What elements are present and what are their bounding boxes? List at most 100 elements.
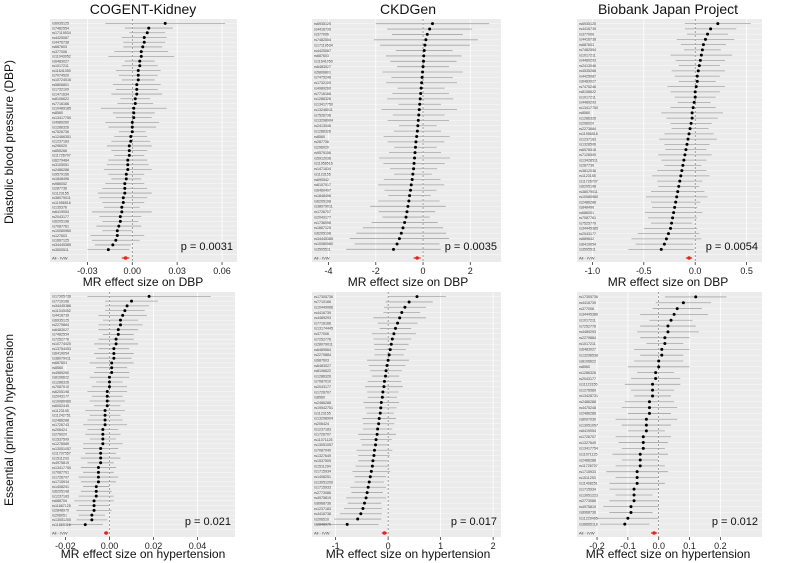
snp-estimate-point (118, 215, 122, 219)
snp-estimate-point (684, 148, 688, 152)
snp-label: rs1726707 (52, 475, 69, 479)
snp-estimate-point (410, 177, 414, 181)
snp-label: rs34445386 (52, 304, 71, 308)
snp-label: rs6483027 (52, 328, 69, 332)
panel-background (312, 19, 501, 262)
snp-estimate-point (644, 423, 648, 427)
snp-estimate-point (676, 190, 680, 194)
panel-background (577, 19, 762, 262)
snp-estimate-point (401, 226, 405, 230)
snp-estimate-point (99, 451, 103, 455)
snp-label: rs8560 (579, 111, 590, 115)
snp-label: rs4425087 (579, 74, 596, 78)
snp-label: rs7482554 (52, 26, 69, 30)
snp-estimate-point (130, 120, 134, 124)
snp-estimate-point (641, 446, 645, 450)
snp-label: rs4489293 (579, 330, 596, 334)
snp-estimate-point (386, 358, 390, 362)
snp-estimate-point (384, 374, 387, 378)
snp-estimate-point (116, 328, 120, 332)
snp-label: rs377006 (52, 50, 67, 54)
snp-label: rs4489293 (579, 59, 596, 63)
snp-estimate-point (359, 512, 363, 516)
snp-estimate-point (647, 400, 651, 404)
snp-label: rs12466351 (52, 135, 71, 139)
snp-estimate-point (99, 456, 103, 460)
snp-estimate-point (114, 342, 118, 346)
snp-label: rs13417754 (579, 447, 598, 451)
snp-label: rs10080960 (52, 399, 71, 403)
snp-estimate-point (136, 69, 140, 72)
snp-label: rs7087010 (52, 385, 69, 389)
p-value-annotation: p = 0.021 (185, 516, 231, 528)
snp-estimate-point (121, 196, 125, 200)
snp-label: rs690542 (314, 178, 329, 182)
snp-label: rs2279884 (314, 353, 331, 357)
snp-label: rs4416739 (579, 301, 596, 305)
snp-label: rs3505511 (579, 248, 596, 252)
ivw-estimate-point (415, 256, 419, 260)
snp-label: rs2486288 (52, 168, 69, 172)
snp-estimate-point (377, 416, 381, 420)
snp-label: rs5912036 (314, 156, 331, 160)
snp-label: rs34445386 (579, 313, 598, 317)
snp-estimate-point (112, 351, 116, 355)
snp-estimate-point (390, 337, 394, 341)
snp-estimate-point (669, 318, 673, 322)
snp-label: rs11726707 (579, 179, 598, 183)
snp-label: rs287736 (579, 164, 594, 168)
snp-estimate-point (699, 53, 703, 57)
snp-label: rs1123155 (52, 409, 69, 413)
snp-label: rs11869316 (52, 523, 71, 527)
snp-label: rs7126509 (579, 153, 596, 157)
snp-estimate-point (356, 517, 360, 521)
ivw-label: All - IVW (579, 530, 595, 535)
snp-estimate-point (396, 321, 400, 325)
snp-label: rs6205198 (52, 220, 69, 224)
forest-panel-4: rs17305736rs7710166rs34445386rs11043052r… (50, 292, 235, 551)
snp-estimate-point (118, 323, 122, 327)
snp-estimate-point (409, 188, 413, 192)
snp-estimate-point (424, 38, 428, 42)
snp-estimate-point (415, 129, 419, 133)
snp-label: rs2773086 (579, 499, 596, 503)
snp-label: rs13298904 (314, 119, 333, 123)
snp-label: rs1471634 (52, 92, 69, 96)
snp-estimate-point (397, 237, 401, 241)
snp-label: rs4416739 (52, 314, 69, 318)
snp-label: rs6205198 (52, 390, 69, 394)
snp-label: rs4416739 (314, 311, 331, 315)
forest-panel-6: rs17305736 rs4416739 rs377006 rs34445386 rs1… (577, 292, 762, 551)
snp-estimate-point (666, 330, 670, 334)
snp-estimate-point (662, 242, 666, 246)
snp-label: rs2043177 (314, 215, 331, 219)
snp-estimate-point (135, 87, 139, 91)
snp-estimate-point (121, 201, 125, 204)
snp-label: rs11956516 (52, 201, 71, 205)
snp-label: rs7482554 (314, 38, 331, 42)
snp-label: rs6935125 (52, 318, 69, 322)
snp-label: rs686001 (579, 211, 594, 215)
snp-estimate-point (123, 186, 127, 190)
snp-label: rs8106622 (314, 369, 331, 373)
snp-estimate-point (638, 458, 642, 462)
snp-estimate-point (101, 432, 105, 436)
xlabel-dbp-1: MR effect size on DBP (83, 275, 204, 289)
snp-estimate-point (392, 247, 396, 251)
snp-estimate-point (388, 348, 392, 352)
snp-label: rs4475248 (579, 406, 596, 410)
snp-estimate-point (382, 385, 386, 389)
snp-estimate-point (412, 167, 416, 171)
snp-estimate-point (393, 326, 397, 330)
snp-label: rs13051057 (579, 423, 598, 427)
snp-label: rs7087040 (314, 449, 331, 453)
forest-panel-1: rs6935125rs7482554rs17119534rs4425087rs4… (50, 19, 237, 276)
snp-label: rs17119534 (52, 31, 71, 35)
snp-label: rs7716166 (314, 92, 331, 96)
snp-estimate-point (133, 102, 137, 105)
x-tick-label: -2 (372, 266, 380, 276)
snp-label: rs6483027 (314, 364, 331, 368)
snp-label: rs11641050 (52, 69, 71, 73)
panel-background (312, 292, 501, 537)
